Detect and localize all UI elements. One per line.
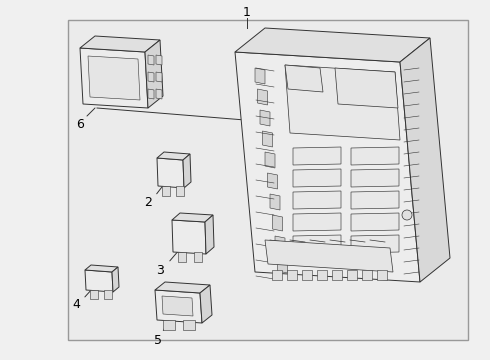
Polygon shape [277, 257, 288, 273]
Polygon shape [156, 89, 162, 99]
Polygon shape [235, 52, 420, 282]
Polygon shape [255, 68, 265, 84]
Polygon shape [293, 169, 341, 187]
Polygon shape [272, 270, 282, 280]
Polygon shape [362, 270, 372, 280]
Polygon shape [183, 320, 195, 330]
Polygon shape [293, 147, 341, 165]
Polygon shape [172, 220, 206, 254]
Polygon shape [351, 191, 399, 209]
Polygon shape [285, 65, 400, 140]
Text: 2: 2 [144, 195, 152, 208]
Polygon shape [163, 320, 175, 330]
Circle shape [402, 210, 412, 220]
Polygon shape [332, 270, 342, 280]
Polygon shape [162, 296, 193, 316]
Polygon shape [351, 147, 399, 165]
Text: 5: 5 [154, 333, 162, 346]
Polygon shape [272, 215, 283, 231]
Polygon shape [377, 270, 387, 280]
Polygon shape [351, 169, 399, 187]
Polygon shape [317, 270, 327, 280]
Polygon shape [285, 65, 323, 92]
Polygon shape [205, 215, 214, 254]
Polygon shape [85, 270, 113, 292]
Text: 1: 1 [243, 5, 251, 18]
Polygon shape [351, 213, 399, 231]
Polygon shape [145, 40, 163, 108]
Polygon shape [400, 38, 450, 282]
Polygon shape [275, 236, 285, 252]
Polygon shape [347, 270, 357, 280]
Polygon shape [80, 48, 148, 108]
Polygon shape [156, 72, 162, 82]
Polygon shape [293, 213, 341, 231]
Polygon shape [157, 152, 190, 160]
Polygon shape [293, 235, 341, 253]
Polygon shape [183, 154, 191, 188]
Polygon shape [260, 110, 270, 126]
Polygon shape [265, 240, 393, 272]
Polygon shape [80, 36, 160, 52]
Polygon shape [268, 173, 277, 189]
Polygon shape [148, 89, 154, 99]
Polygon shape [90, 290, 98, 299]
Text: 6: 6 [76, 117, 84, 131]
Polygon shape [162, 186, 170, 196]
Polygon shape [178, 252, 186, 262]
Polygon shape [156, 55, 162, 65]
Polygon shape [176, 186, 184, 196]
Text: 4: 4 [72, 298, 80, 311]
Polygon shape [155, 290, 202, 323]
Polygon shape [194, 252, 202, 262]
Polygon shape [263, 131, 272, 147]
Polygon shape [302, 270, 312, 280]
Polygon shape [85, 265, 118, 272]
Polygon shape [200, 285, 212, 323]
Polygon shape [148, 72, 154, 82]
Polygon shape [265, 152, 275, 168]
Polygon shape [293, 191, 341, 209]
Polygon shape [287, 270, 297, 280]
Polygon shape [335, 68, 398, 108]
Polygon shape [148, 55, 154, 65]
Polygon shape [172, 213, 213, 222]
Polygon shape [155, 282, 210, 293]
Polygon shape [351, 235, 399, 253]
Polygon shape [258, 89, 268, 105]
Text: 3: 3 [156, 264, 164, 276]
Bar [68, 20, 468, 340]
Polygon shape [270, 194, 280, 210]
Polygon shape [112, 267, 119, 292]
Polygon shape [235, 28, 430, 62]
Polygon shape [157, 158, 184, 188]
Polygon shape [88, 56, 140, 100]
Polygon shape [104, 290, 112, 299]
